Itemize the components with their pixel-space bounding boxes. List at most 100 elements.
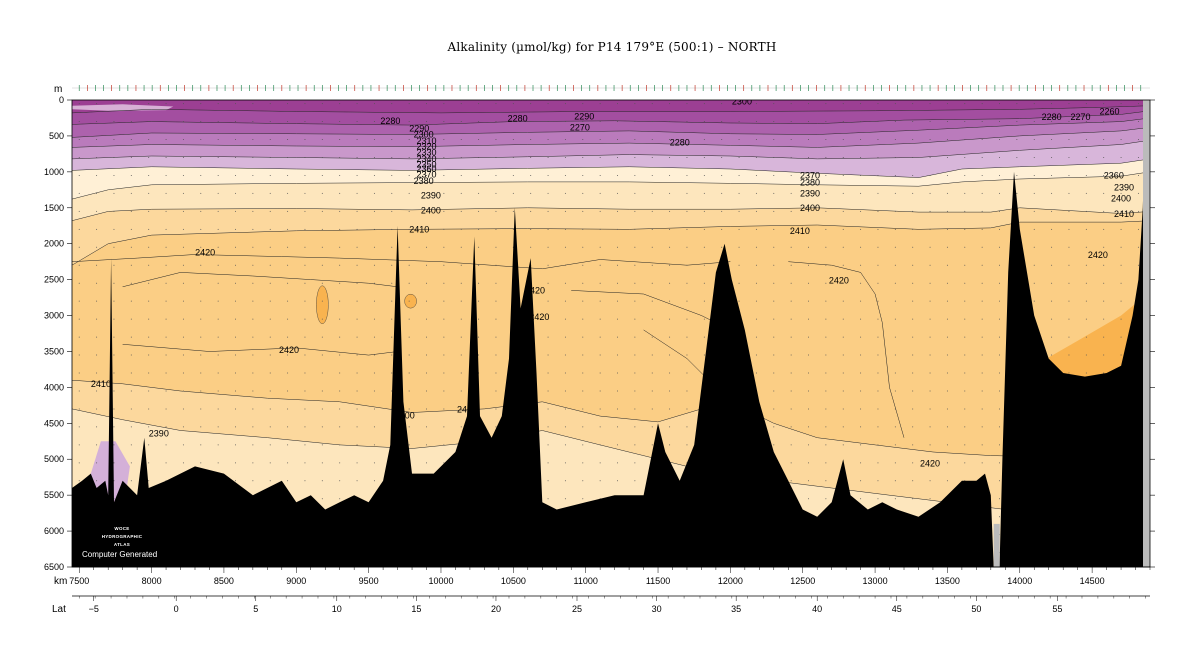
- sample-point: [877, 228, 879, 230]
- sample-point: [373, 103, 375, 105]
- sample-point: [373, 139, 375, 141]
- contour-label: 2270: [1071, 112, 1091, 122]
- contour-label: 2420: [529, 312, 549, 322]
- sample-point: [148, 444, 150, 446]
- sample-point: [634, 121, 636, 123]
- sample-point: [235, 390, 237, 392]
- contour-label: 2280: [508, 114, 528, 124]
- sample-point: [703, 139, 705, 141]
- sample-point: [356, 372, 358, 374]
- sample-point: [617, 336, 619, 338]
- sample-point: [842, 156, 844, 158]
- sample-point: [512, 192, 514, 194]
- sample-point: [894, 192, 896, 194]
- sample-point: [478, 300, 480, 302]
- sample-point: [894, 246, 896, 248]
- sample-point: [391, 390, 393, 392]
- sample-point: [113, 300, 115, 302]
- sample-point: [512, 121, 514, 123]
- sample-point: [1085, 264, 1087, 266]
- depth-tick-label: 6500: [44, 562, 64, 572]
- sample-point: [460, 192, 462, 194]
- sample-point: [877, 174, 879, 176]
- sample-point: [148, 121, 150, 123]
- sample-point: [426, 156, 428, 158]
- sample-point: [478, 228, 480, 230]
- sample-point: [738, 264, 740, 266]
- sample-point: [373, 426, 375, 428]
- sample-point: [599, 139, 601, 141]
- sample-point: [217, 156, 219, 158]
- depth-tick-label: 4000: [44, 382, 64, 392]
- sample-point: [773, 228, 775, 230]
- sample-point: [564, 498, 566, 500]
- sample-point: [738, 139, 740, 141]
- contour-b2360: [72, 158, 1150, 178]
- sample-point: [165, 462, 167, 464]
- sample-point: [356, 408, 358, 410]
- sample-point: [78, 121, 80, 123]
- sample-point: [999, 103, 1001, 105]
- sample-point: [512, 103, 514, 105]
- sample-point: [1016, 174, 1018, 176]
- sample-point: [634, 354, 636, 356]
- sample-point: [773, 210, 775, 212]
- sample-point: [617, 372, 619, 374]
- sample-point: [460, 372, 462, 374]
- sample-point: [391, 210, 393, 212]
- sample-point: [599, 174, 601, 176]
- sample-point: [148, 408, 150, 410]
- sample-point: [443, 192, 445, 194]
- sample-point: [252, 210, 254, 212]
- sample-point: [252, 282, 254, 284]
- sample-point: [1068, 174, 1070, 176]
- sample-point: [148, 139, 150, 141]
- sample-point: [686, 390, 688, 392]
- sample-point: [443, 408, 445, 410]
- sample-point: [842, 103, 844, 105]
- sample-point: [165, 426, 167, 428]
- sample-point: [287, 210, 289, 212]
- sample-point: [460, 246, 462, 248]
- sample-point: [200, 121, 202, 123]
- sample-point: [495, 174, 497, 176]
- sample-point: [1103, 228, 1105, 230]
- sample-point: [912, 480, 914, 482]
- sample-point: [842, 390, 844, 392]
- sample-point: [460, 300, 462, 302]
- sample-point: [860, 480, 862, 482]
- sample-point: [252, 121, 254, 123]
- sample-point: [235, 228, 237, 230]
- sample-point: [304, 246, 306, 248]
- sample-point: [912, 462, 914, 464]
- sample-point: [130, 408, 132, 410]
- sample-point: [564, 264, 566, 266]
- sample-point: [148, 210, 150, 212]
- sample-point: [269, 192, 271, 194]
- sample-point: [686, 354, 688, 356]
- sample-point: [651, 318, 653, 320]
- sample-point: [634, 336, 636, 338]
- sample-point: [946, 246, 948, 248]
- sample-point: [1051, 318, 1053, 320]
- sample-point: [373, 372, 375, 374]
- sample-point: [1085, 300, 1087, 302]
- contour-label: 2310: [416, 136, 436, 146]
- sample-point: [113, 354, 115, 356]
- sample-point: [304, 354, 306, 356]
- sample-point: [651, 246, 653, 248]
- sample-point: [564, 480, 566, 482]
- km-tick-label: 14000: [1007, 576, 1032, 586]
- sample-point: [426, 336, 428, 338]
- sample-point: [252, 174, 254, 176]
- sample-point: [130, 354, 132, 356]
- sample-point: [165, 372, 167, 374]
- sample-point: [599, 354, 601, 356]
- sample-point: [148, 192, 150, 194]
- sample-point: [252, 318, 254, 320]
- sample-point: [547, 444, 549, 446]
- sample-point: [929, 228, 931, 230]
- sample-point: [356, 462, 358, 464]
- sample-point: [130, 444, 132, 446]
- sample-point: [78, 210, 80, 212]
